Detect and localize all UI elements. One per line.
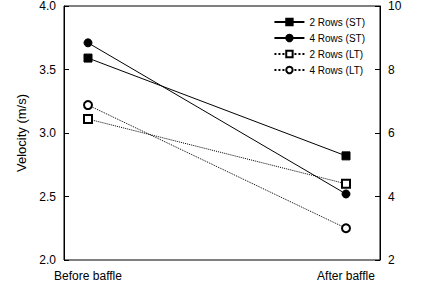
svg-text:2.0: 2.0 [39,253,56,267]
svg-text:6: 6 [388,126,395,140]
svg-text:4 Rows (LT): 4 Rows (LT) [309,65,363,76]
svg-text:2.5: 2.5 [39,190,56,204]
svg-text:4: 4 [388,190,395,204]
svg-text:Before baffle: Before baffle [54,269,122,283]
svg-text:10: 10 [388,0,402,13]
svg-text:2 Rows (LT): 2 Rows (LT) [309,49,363,60]
svg-text:Velocity (m/s): Velocity (m/s) [14,94,29,172]
svg-text:3.0: 3.0 [39,126,56,140]
svg-text:8: 8 [388,63,395,77]
svg-text:2: 2 [388,253,395,267]
svg-text:3.5: 3.5 [39,63,56,77]
svg-text:After baffle: After baffle [317,269,375,283]
svg-text:4.0: 4.0 [39,0,56,13]
svg-text:2 Rows (ST): 2 Rows (ST) [309,17,365,28]
svg-text:4 Rows (ST): 4 Rows (ST) [309,33,365,44]
